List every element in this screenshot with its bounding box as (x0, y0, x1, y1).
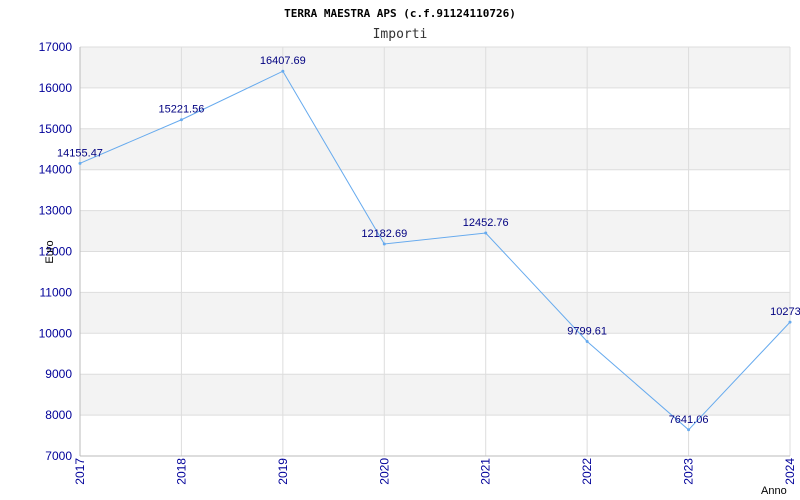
series-line (79, 70, 791, 431)
x-tick-label: 2017 (73, 458, 87, 485)
data-point (179, 118, 183, 122)
background-bands (80, 47, 790, 456)
y-tick-label: 17000 (39, 40, 73, 54)
data-label: 12452.76 (463, 217, 509, 229)
y-tick-label: 14000 (39, 163, 73, 177)
y-tick-label: 16000 (39, 81, 73, 95)
band (80, 128, 790, 170)
data-label: 14155.47 (57, 147, 103, 159)
x-tick-label: 2022 (580, 458, 594, 485)
y-tick-label: 10000 (39, 326, 73, 340)
y-tick-label: 8000 (45, 408, 72, 422)
data-label: 7641.06 (669, 414, 709, 426)
x-tick-label: 2023 (682, 458, 696, 485)
band (80, 333, 790, 375)
band (80, 47, 790, 88)
y-tick-label: 7000 (45, 449, 72, 463)
x-tick-label: 2020 (377, 458, 391, 485)
band (80, 210, 790, 252)
data-label: 10273.3 (770, 306, 800, 318)
data-label: 12182.69 (361, 228, 407, 240)
chart-title: TERRA MAESTRA APS (c.f.91124110726) (284, 7, 516, 20)
x-axis-label: Anno (761, 485, 787, 497)
x-tick-label: 2024 (783, 458, 797, 485)
data-series (78, 69, 792, 432)
data-point (382, 242, 386, 246)
x-tick-label: 2018 (174, 458, 188, 485)
data-point (585, 339, 589, 343)
y-axis-label: Euro (44, 240, 56, 263)
y-axis-ticks: 7000 8000 9000 10000 11000 12000 13000 14000 150… (39, 40, 73, 463)
y-tick-label: 11000 (40, 285, 73, 299)
data-point (788, 320, 792, 324)
x-tick-label: 2021 (479, 458, 493, 485)
data-label: 9799.61 (567, 325, 607, 337)
data-label: 15221.56 (158, 104, 204, 116)
data-label: 16407.69 (260, 55, 306, 67)
data-point (281, 69, 285, 73)
y-tick-label: 13000 (39, 204, 73, 218)
band (80, 374, 790, 416)
x-axis-ticks: 2017 2018 2019 2020 2021 2022 2023 2024 (73, 458, 797, 485)
band (80, 251, 790, 293)
y-tick-label: 12000 (39, 245, 73, 259)
band (80, 169, 790, 211)
data-labels: 14155.47 15221.56 16407.69 12182.69 12452.76… (57, 55, 800, 426)
data-point (484, 231, 488, 235)
y-tick-label: 15000 (39, 122, 73, 136)
data-point (78, 161, 82, 165)
axes (79, 47, 790, 457)
band (80, 292, 790, 334)
x-tick-label: 2019 (276, 458, 290, 485)
band (80, 87, 790, 129)
y-tick-label: 9000 (45, 367, 72, 381)
band (80, 415, 790, 456)
data-point (687, 428, 691, 432)
chart-subtitle: Importi (373, 27, 428, 42)
